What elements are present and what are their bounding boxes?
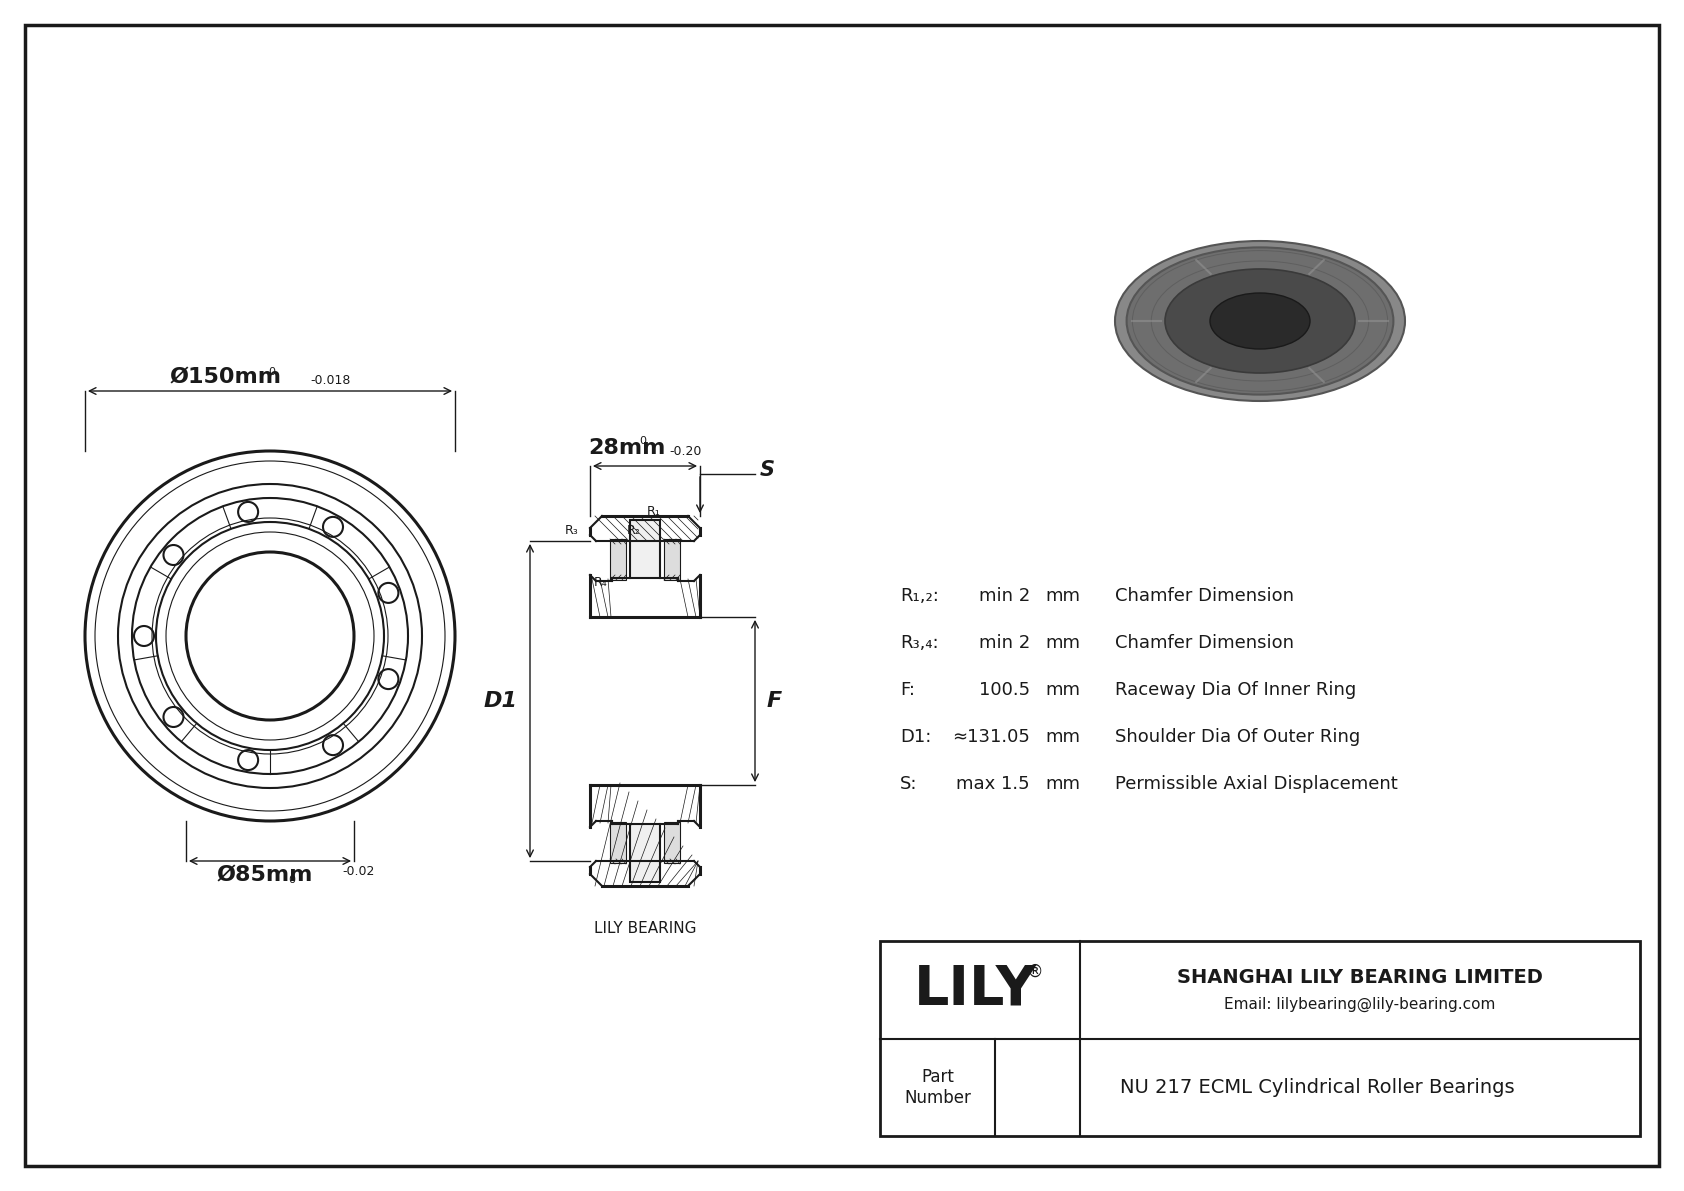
Text: mm: mm <box>1046 728 1079 746</box>
Text: ®: ® <box>1027 962 1044 980</box>
Text: ≈131.05: ≈131.05 <box>951 728 1031 746</box>
Text: S:: S: <box>899 775 918 793</box>
Text: 0: 0 <box>288 875 295 885</box>
Text: R₃,₄:: R₃,₄: <box>899 634 938 651</box>
Text: 0: 0 <box>268 367 276 378</box>
Ellipse shape <box>1115 241 1404 401</box>
Text: R₁,₂:: R₁,₂: <box>899 587 940 605</box>
Text: F: F <box>766 691 783 711</box>
Text: Chamfer Dimension: Chamfer Dimension <box>1115 634 1293 651</box>
Text: -0.20: -0.20 <box>669 445 701 459</box>
Text: mm: mm <box>1046 587 1079 605</box>
Text: D1:: D1: <box>899 728 931 746</box>
Bar <box>663 822 680 863</box>
Bar <box>610 822 626 863</box>
Bar <box>881 941 1640 1136</box>
Text: Permissible Axial Displacement: Permissible Axial Displacement <box>1115 775 1398 793</box>
Bar <box>610 540 626 580</box>
Text: R₂: R₂ <box>626 524 640 537</box>
Text: Shoulder Dia Of Outer Ring: Shoulder Dia Of Outer Ring <box>1115 728 1361 746</box>
Bar <box>630 520 660 578</box>
Text: 0: 0 <box>640 436 647 445</box>
Text: -0.018: -0.018 <box>310 374 350 387</box>
Text: NU 217 ECML Cylindrical Roller Bearings: NU 217 ECML Cylindrical Roller Bearings <box>1120 1078 1516 1097</box>
Text: Email: lilybearing@lily-bearing.com: Email: lilybearing@lily-bearing.com <box>1224 997 1495 1012</box>
Text: D1: D1 <box>483 691 519 711</box>
Bar <box>630 824 660 883</box>
Text: mm: mm <box>1046 681 1079 699</box>
Bar <box>663 540 680 580</box>
Text: -0.02: -0.02 <box>342 865 374 878</box>
Text: LILY: LILY <box>913 962 1036 1017</box>
Text: Chamfer Dimension: Chamfer Dimension <box>1115 587 1293 605</box>
Text: Ø150mm: Ø150mm <box>168 367 281 387</box>
Text: R₃: R₃ <box>564 524 578 537</box>
Ellipse shape <box>1211 293 1310 349</box>
Text: R₁: R₁ <box>647 505 660 518</box>
Text: LILY BEARING: LILY BEARING <box>594 921 695 936</box>
Text: Raceway Dia Of Inner Ring: Raceway Dia Of Inner Ring <box>1115 681 1356 699</box>
Text: S: S <box>759 460 775 480</box>
Text: 100.5: 100.5 <box>978 681 1031 699</box>
Text: 28mm: 28mm <box>588 438 665 459</box>
Text: min 2: min 2 <box>978 634 1031 651</box>
Text: SHANGHAI LILY BEARING LIMITED: SHANGHAI LILY BEARING LIMITED <box>1177 968 1543 987</box>
Text: max 1.5: max 1.5 <box>957 775 1031 793</box>
Text: F:: F: <box>899 681 914 699</box>
Text: Ø85mm: Ø85mm <box>217 865 313 885</box>
Text: min 2: min 2 <box>978 587 1031 605</box>
Ellipse shape <box>1165 269 1356 373</box>
Ellipse shape <box>1127 248 1393 394</box>
Text: R₄: R₄ <box>594 576 608 590</box>
Text: Part
Number: Part Number <box>904 1068 972 1106</box>
Text: mm: mm <box>1046 775 1079 793</box>
Text: mm: mm <box>1046 634 1079 651</box>
